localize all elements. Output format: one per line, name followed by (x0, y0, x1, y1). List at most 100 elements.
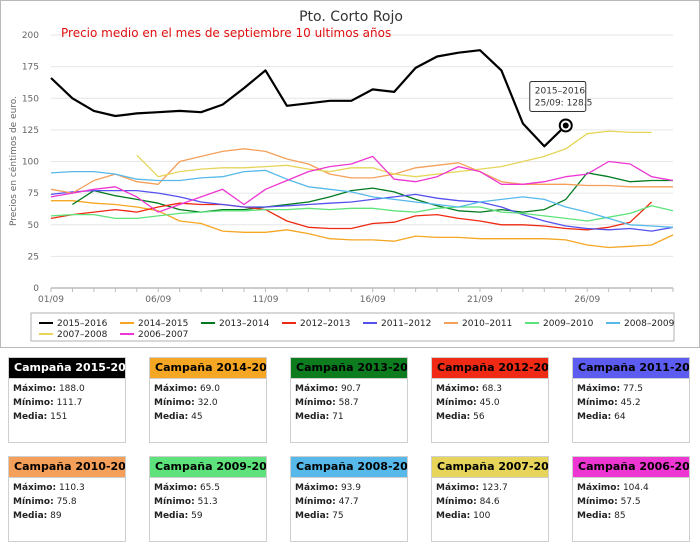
card-row-value: 56 (470, 412, 485, 422)
card-avg-row: Media: 151 (9, 410, 125, 424)
card-row-value: 111.7 (53, 398, 83, 408)
card-row-label: Mínimo: (436, 497, 477, 507)
campaign-card-title: Campaña 2006-2007 (573, 457, 689, 478)
legend-label[interactable]: 2012–2013 (300, 319, 350, 329)
card-row-value: 75 (329, 511, 344, 521)
card-avg-row: Media: 75 (291, 509, 407, 523)
card-max-row: Máximo: 93.9 (291, 481, 407, 495)
y-tick-label: 200 (22, 31, 39, 41)
card-min-row: Mínimo: 45.2 (573, 396, 689, 410)
series-line-2007–2008[interactable] (136, 130, 652, 178)
card-row-label: Mínimo: (154, 398, 195, 408)
card-row-value: 45.2 (617, 398, 641, 408)
campaign-card-title: Campaña 2009-2010 (150, 457, 266, 478)
card-row-label: Media: (13, 511, 48, 521)
legend-label[interactable]: 2013–2014 (219, 319, 270, 329)
x-tick-label: 16/09 (360, 295, 386, 305)
card-row-label: Máximo: (154, 483, 198, 493)
card-row-value: 93.9 (338, 483, 361, 493)
y-tick-label: 175 (22, 63, 39, 73)
card-row-label: Máximo: (13, 384, 57, 394)
series-line-2010–2011[interactable] (50, 148, 673, 194)
legend-label[interactable]: 2014–2015 (138, 319, 188, 329)
series-line-2008–2009[interactable] (50, 169, 674, 228)
legend-label[interactable]: 2008–2009 (624, 319, 675, 329)
series-line-2011–2012[interactable] (50, 189, 674, 232)
card-row-value: 75.8 (53, 497, 77, 507)
card-min-row: Mínimo: 32.0 (150, 396, 266, 410)
tooltip-marker-dot (562, 122, 569, 129)
card-row-value: 51.3 (194, 497, 218, 507)
card-min-row: Mínimo: 111.7 (9, 396, 125, 410)
campaign-card-title: Campaña 2013-2014 (291, 358, 407, 379)
legend-label[interactable]: 2006–2007 (138, 330, 188, 340)
card-row-value: 151 (47, 412, 68, 422)
y-tick-label: 150 (22, 94, 39, 104)
card-min-row: Mínimo: 47.7 (291, 495, 407, 509)
tooltip-value: 25/09: 128.5 (535, 98, 593, 108)
campaign-card-title: Campaña 2008-2009 (291, 457, 407, 478)
card-min-row: Mínimo: 75.8 (9, 495, 125, 509)
legend-label[interactable]: 2011–2012 (381, 319, 431, 329)
card-row-label: Mínimo: (295, 398, 336, 408)
y-tick-label: 50 (28, 221, 40, 231)
card-row-label: Máximo: (154, 384, 198, 394)
card-row-label: Mínimo: (295, 497, 336, 507)
card-row-label: Máximo: (295, 384, 339, 394)
legend-box (30, 312, 675, 342)
card-min-row: Mínimo: 57.5 (573, 495, 689, 509)
card-avg-row: Media: 56 (432, 410, 548, 424)
card-row-label: Máximo: (436, 483, 480, 493)
series-line-2015–2016[interactable] (50, 49, 567, 148)
card-min-row: Mínimo: 84.6 (432, 495, 548, 509)
series-line-2012–2013[interactable] (50, 201, 653, 231)
card-row-label: Mínimo: (154, 497, 195, 507)
card-row-label: Máximo: (577, 483, 621, 493)
card-row-label: Mínimo: (436, 398, 477, 408)
card-max-row: Máximo: 188.0 (9, 382, 125, 396)
campaign-card-title: Campaña 2015-2016 (9, 358, 125, 379)
card-max-row: Máximo: 110.3 (9, 481, 125, 495)
card-min-row: Mínimo: 51.3 (150, 495, 266, 509)
card-avg-row: Media: 59 (150, 509, 266, 523)
legend-label[interactable]: 2009–2010 (543, 319, 594, 329)
series-line-2009–2010[interactable] (50, 205, 674, 222)
card-row-value: 45 (188, 412, 203, 422)
campaign-card-title: Campaña 2007-2008 (432, 457, 548, 478)
legend-label[interactable]: 2010–2011 (462, 319, 512, 329)
card-max-row: Máximo: 77.5 (573, 382, 689, 396)
card-avg-row: Media: 100 (432, 509, 548, 523)
card-row-label: Media: (577, 511, 612, 521)
legend-label[interactable]: 2015–2016 (57, 319, 108, 329)
series-line-2006–2007[interactable] (50, 155, 674, 213)
card-max-row: Máximo: 123.7 (432, 481, 548, 495)
card-row-label: Media: (295, 511, 330, 521)
card-max-row: Máximo: 65.5 (150, 481, 266, 495)
card-row-value: 69.0 (197, 384, 220, 394)
card-avg-row: Media: 45 (150, 410, 266, 424)
card-row-value: 64 (611, 412, 626, 422)
x-tick-label: 01/09 (38, 295, 64, 305)
card-row-value: 123.7 (479, 483, 508, 493)
card-row-value: 71 (329, 412, 344, 422)
card-row-label: Media: (436, 412, 471, 422)
chart-subtitle: Precio medio en el mes de septiembre 10 … (61, 26, 391, 40)
card-row-label: Máximo: (295, 483, 339, 493)
y-tick-label: 25 (28, 252, 39, 262)
campaign-card-title: Campaña 2010-2011 (9, 457, 125, 478)
card-row-label: Máximo: (13, 483, 57, 493)
card-row-value: 85 (611, 511, 626, 521)
x-tick-label: 26/09 (574, 295, 600, 305)
card-row-value: 84.6 (476, 497, 500, 507)
card-row-label: Media: (154, 511, 189, 521)
card-row-label: Máximo: (436, 384, 480, 394)
card-row-value: 58.7 (335, 398, 359, 408)
legend-label[interactable]: 2007–2008 (57, 330, 108, 340)
